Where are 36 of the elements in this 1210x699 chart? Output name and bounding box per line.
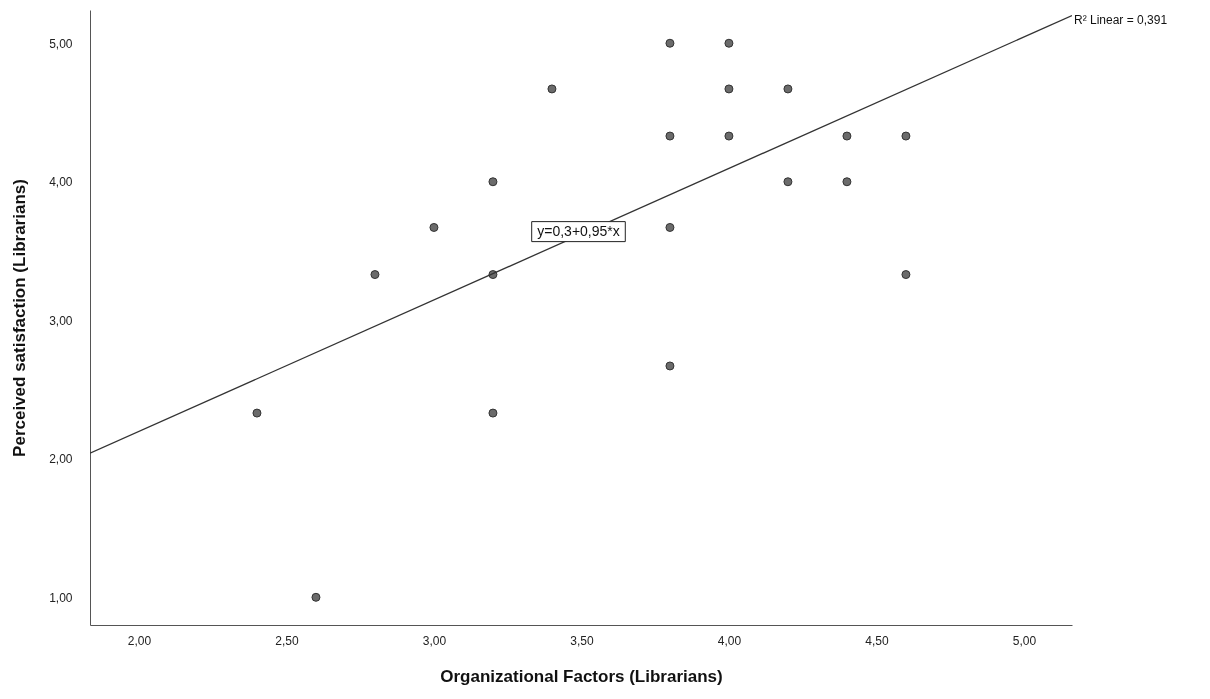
x-tick-label: 3,50 [570, 633, 594, 648]
x-tick-label: 5,00 [1012, 633, 1037, 648]
point [252, 408, 262, 418]
annotation: y=0,3+0,95*x [537, 222, 620, 239]
y-tick-label: 2,00 [49, 452, 73, 467]
y-tick-label: 5,00 [49, 36, 73, 51]
x-tick-label: 4,00 [717, 633, 742, 648]
point [901, 131, 911, 141]
point [547, 84, 557, 94]
point [665, 38, 675, 48]
x-tick-label: 2,50 [275, 633, 299, 648]
x-tick-label: 3,00 [422, 633, 447, 648]
point [724, 84, 734, 94]
x-tick-label: 2,00 [127, 633, 152, 648]
point [429, 222, 439, 232]
point [488, 177, 498, 187]
point [370, 270, 380, 280]
y-tick-label: 4,00 [49, 175, 73, 190]
point [842, 131, 852, 141]
point [724, 38, 734, 48]
point [488, 408, 498, 418]
annotation: R² Linear = 0,391 [1074, 12, 1168, 27]
x-axis-title: Organizational Factors (Librarians) [440, 666, 723, 686]
point [842, 177, 852, 187]
point [901, 270, 911, 280]
y-tick-label: 1,00 [49, 590, 73, 605]
point [665, 361, 675, 371]
point [783, 177, 793, 187]
y-axis-title: Perceived satisfaction (Librarians) [10, 179, 30, 457]
point [724, 131, 734, 141]
y-tick-label: 3,00 [49, 313, 73, 328]
point [311, 592, 321, 602]
point [665, 222, 675, 232]
point [665, 131, 675, 141]
point [783, 84, 793, 94]
x-tick-label: 4,50 [865, 633, 889, 648]
